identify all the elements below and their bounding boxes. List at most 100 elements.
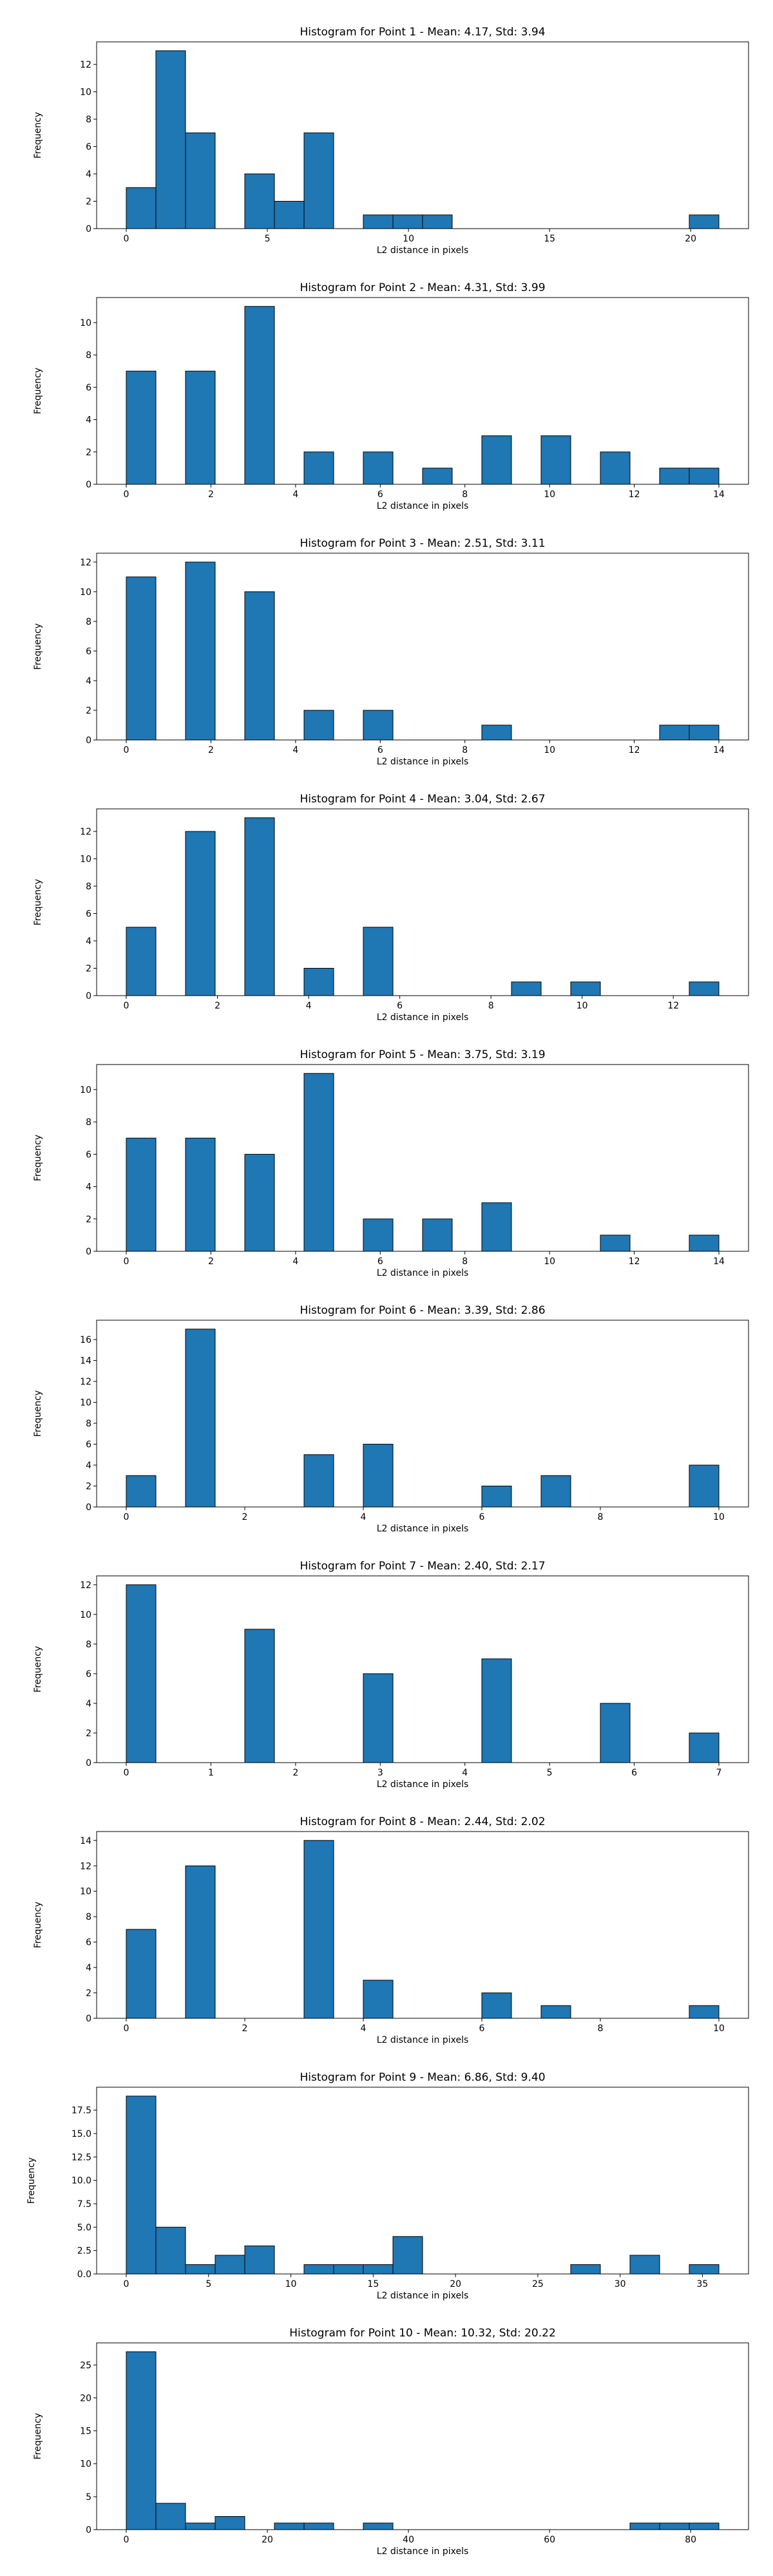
y-axis-label: Frequency (33, 368, 43, 414)
histogram-bar (126, 2096, 157, 2275)
histogram-bar (363, 1444, 394, 1508)
y-tick-label: 6 (86, 1150, 91, 1160)
histogram-bar (481, 1658, 512, 1763)
x-tick-label: 8 (598, 1512, 604, 1522)
plot-frame (96, 1831, 749, 2019)
y-tick-label: 10 (80, 1398, 91, 1408)
x-tick-label: 2 (242, 1512, 248, 1522)
histogram-bar (303, 1840, 334, 2019)
histogram-bar (363, 1980, 394, 2019)
y-tick-label: 12 (80, 1580, 91, 1591)
x-tick-label: 20 (685, 234, 696, 244)
chart-title: Histogram for Point 9 - Mean: 6.86, Std:… (300, 2071, 545, 2084)
x-tick-label: 4 (292, 745, 298, 755)
chart-title: Histogram for Point 3 - Mean: 2.51, Std:… (300, 537, 545, 550)
y-tick-label: 8 (86, 115, 91, 125)
y-tick-label: 12 (80, 60, 91, 70)
histogram-bar (244, 306, 275, 485)
x-tick-label: 5 (205, 2279, 211, 2289)
histogram-bar (689, 214, 720, 229)
x-tick-label: 15 (367, 2279, 379, 2289)
x-tick-label: 2 (208, 1256, 214, 1267)
chart-title: Histogram for Point 4 - Mean: 3.04, Std:… (300, 793, 545, 806)
histogram-bar (303, 1073, 334, 1252)
histogram-bar (126, 1475, 157, 1508)
y-tick-label: 6 (86, 1938, 91, 1948)
histogram-bar (570, 2264, 601, 2275)
histogram-bar (689, 2523, 720, 2530)
y-tick-label: 7.5 (77, 2199, 91, 2210)
histogram-bar (185, 2523, 216, 2530)
y-tick-label: 4 (86, 1182, 91, 1193)
histogram-bar (185, 1865, 216, 2019)
x-tick-label: 7 (716, 1768, 722, 1778)
histogram-bar (244, 591, 275, 741)
histogram-bar (689, 981, 720, 996)
histogram-bar (363, 927, 394, 996)
y-tick-label: 2 (86, 448, 91, 458)
y-tick-label: 2.5 (77, 2246, 91, 2257)
x-tick-label: 4 (361, 2023, 367, 2034)
histogram-panel-10: Histogram for Point 10 - Mean: 10.32, St… (33, 2327, 749, 2557)
y-tick-label: 14 (80, 1836, 91, 1846)
histogram-bar (303, 1454, 334, 1508)
y-tick-label: 2 (86, 1728, 91, 1739)
x-tick-label: 6 (377, 1256, 383, 1267)
x-tick-label: 0 (124, 2279, 129, 2289)
y-tick-label: 2 (86, 197, 91, 207)
x-axis-label: L2 distance in pixels (377, 757, 469, 767)
histogram-bar (303, 451, 334, 485)
histogram-bar (689, 2005, 720, 2019)
y-tick-label: 6 (86, 142, 91, 153)
x-tick-label: 8 (462, 489, 468, 500)
histogram-bar (215, 2255, 245, 2275)
y-tick-label: 6 (86, 383, 91, 393)
histogram-bar (363, 2523, 394, 2530)
histogram-bar (126, 1137, 157, 1252)
histogram-bar (274, 201, 305, 229)
y-tick-label: 0 (86, 2525, 91, 2535)
x-tick-label: 10 (285, 2279, 297, 2289)
histogram-bar (303, 132, 334, 229)
y-tick-label: 10 (80, 587, 91, 598)
plot-frame (96, 553, 749, 741)
y-tick-label: 12.5 (72, 2152, 91, 2163)
x-tick-label: 0 (124, 234, 129, 244)
histogram-bar (363, 2264, 394, 2275)
y-tick-label: 17.5 (72, 2106, 91, 2116)
y-tick-label: 4 (86, 1699, 91, 1709)
x-axis-label: L2 distance in pixels (377, 1268, 469, 1278)
x-tick-label: 4 (292, 489, 298, 500)
histogram-bar (303, 968, 334, 996)
histogram-panel-7: Histogram for Point 7 - Mean: 2.40, Std:… (33, 1560, 749, 1790)
x-tick-label: 35 (697, 2279, 709, 2289)
x-tick-label: 0 (124, 1256, 129, 1267)
plot-frame (96, 297, 749, 485)
y-tick-label: 8 (86, 1117, 91, 1128)
histogram-bar (185, 831, 216, 996)
chart-title: Histogram for Point 8 - Mean: 2.44, Std:… (300, 1815, 545, 1828)
y-tick-label: 6 (86, 1669, 91, 1680)
histogram-bar (244, 2245, 275, 2275)
histogram-bar (303, 2264, 334, 2275)
y-tick-label: 10 (80, 318, 91, 328)
histogram-bar (185, 1137, 216, 1252)
histogram-bar (481, 1486, 512, 1508)
y-tick-label: 25 (80, 2360, 91, 2371)
histogram-bar (392, 2236, 423, 2275)
y-tick-label: 4 (86, 169, 91, 180)
x-tick-label: 0 (124, 1001, 129, 1011)
x-tick-label: 10 (544, 1256, 555, 1267)
x-tick-label: 20 (262, 2535, 273, 2545)
x-tick-label: 6 (377, 489, 383, 500)
histogram-bar (659, 468, 690, 485)
histogram-bar (540, 2005, 571, 2019)
histogram-bar (244, 1153, 275, 1252)
y-tick-label: 8 (86, 617, 91, 627)
histogram-bar (333, 2264, 364, 2275)
y-axis-label: Frequency (26, 2157, 37, 2204)
chart-title: Histogram for Point 1 - Mean: 4.17, Std:… (300, 26, 545, 39)
histogram-bar (185, 132, 216, 229)
y-tick-label: 5 (86, 2492, 91, 2503)
x-tick-label: 40 (403, 2535, 414, 2545)
